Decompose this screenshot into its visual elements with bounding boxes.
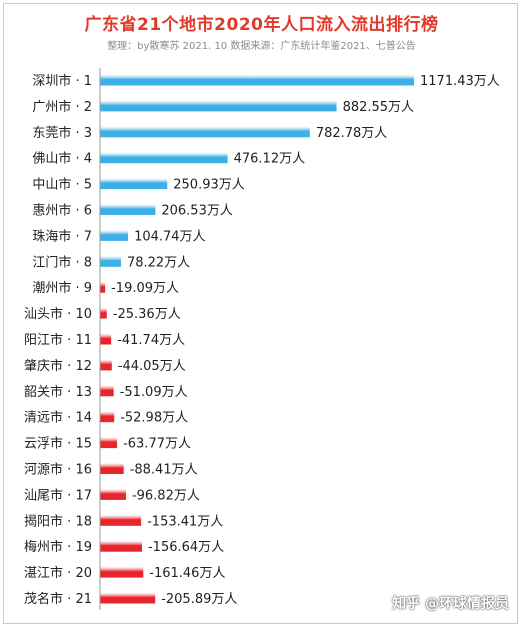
value-label-17: -96.82万人: [132, 488, 200, 503]
category-label-15: 云浮市 · 15: [24, 436, 92, 452]
value-label-11: -41.74万人: [117, 333, 185, 348]
bar-19: [100, 540, 142, 552]
chart-subtitle: 整理：by散寒苏 2021. 10 数据来源：广东统计年鉴2021、七普公告: [107, 41, 416, 52]
watermark: 知乎 @环球情报员: [392, 596, 509, 612]
value-label-18: -153.41万人: [147, 514, 223, 529]
category-label-12: 肇庆市 · 12: [24, 358, 92, 374]
category-label-3: 东莞市 · 3: [32, 125, 92, 141]
bar-21: [100, 592, 156, 604]
value-label-15: -63.77万人: [123, 437, 191, 452]
category-label-13: 韶关市 · 13: [24, 384, 92, 400]
value-label-13: -51.09万人: [120, 385, 188, 400]
chart-title: 广东省21个地市2020年人口流入流出排行榜: [84, 15, 439, 35]
value-label-16: -88.41万人: [130, 463, 198, 478]
category-label-1: 深圳市 · 1: [32, 73, 92, 89]
category-label-20: 湛江市 · 20: [24, 565, 92, 581]
category-label-7: 珠海市 · 7: [32, 228, 92, 244]
bar-4: [100, 152, 228, 164]
category-label-17: 汕尾市 · 17: [24, 487, 92, 503]
bar-8: [100, 255, 121, 267]
value-label-6: 206.53万人: [161, 204, 233, 219]
category-label-14: 清远市 · 14: [24, 410, 92, 426]
category-label-4: 佛山市 · 4: [32, 151, 92, 167]
value-label-20: -161.46万人: [149, 566, 225, 581]
bar-7: [100, 229, 129, 241]
bar-15: [100, 437, 118, 449]
bar-1: [100, 74, 414, 86]
category-label-6: 惠州市 · 6: [32, 203, 92, 219]
value-label-3: 782.78万人: [316, 126, 388, 141]
bar-17: [100, 488, 126, 500]
category-label-18: 揭阳市 · 18: [24, 513, 92, 529]
category-label-11: 阳江市 · 11: [24, 332, 92, 348]
category-label-2: 广州市 · 2: [32, 99, 92, 115]
category-label-16: 河源市 · 16: [24, 462, 92, 478]
value-label-21: -205.89万人: [161, 592, 237, 607]
value-label-2: 882.55万人: [343, 100, 415, 115]
category-label-9: 潮州市 · 9: [32, 280, 92, 296]
bar-2: [100, 100, 337, 112]
bar-10: [100, 307, 107, 319]
value-label-9: -19.09万人: [111, 281, 179, 296]
bar-3: [100, 126, 310, 138]
value-label-5: 250.93万人: [173, 178, 245, 193]
bar-13: [100, 385, 114, 397]
category-label-10: 汕头市 · 10: [24, 306, 92, 322]
bar-9: [100, 281, 106, 293]
bar-14: [100, 411, 115, 423]
value-label-19: -156.64万人: [148, 540, 224, 555]
value-label-4: 476.12万人: [234, 152, 306, 167]
bar-18: [100, 514, 142, 526]
value-label-1: 1171.43万人: [420, 74, 500, 89]
category-label-19: 梅州市 · 19: [24, 539, 92, 555]
value-label-8: 78.22万人: [127, 255, 190, 270]
bar-16: [100, 463, 124, 474]
value-label-7: 104.74万人: [134, 229, 206, 244]
category-label-5: 中山市 · 5: [32, 177, 92, 193]
category-label-8: 江门市 · 8: [32, 254, 92, 270]
bar-5: [100, 178, 168, 190]
value-label-10: -25.36万人: [113, 307, 181, 322]
bar-11: [100, 333, 112, 345]
category-label-21: 茂名市 · 21: [24, 591, 92, 607]
bar-6: [100, 204, 156, 215]
value-label-12: -44.05万人: [118, 359, 186, 374]
bar-12: [100, 359, 112, 371]
value-label-14: -52.98万人: [120, 411, 188, 426]
bar-20: [100, 566, 144, 578]
